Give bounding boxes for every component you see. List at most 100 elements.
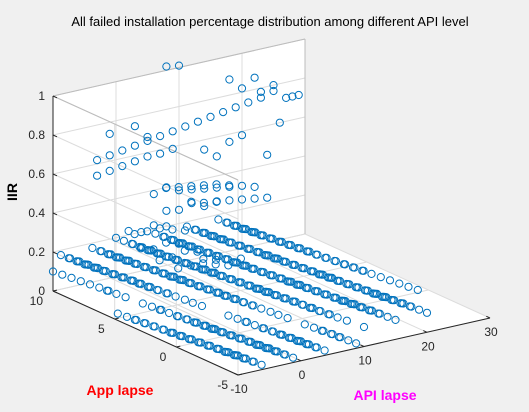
scatter-point <box>162 206 171 215</box>
scatter-point <box>125 256 134 265</box>
scatter-point <box>211 325 220 334</box>
scatter-point <box>241 354 250 363</box>
scatter-point <box>233 314 242 323</box>
scatter-point <box>143 132 152 142</box>
scatter-point <box>130 230 139 239</box>
scatter-point <box>399 299 408 308</box>
back-gridline-z <box>52 116 306 175</box>
scatter-point <box>101 267 110 276</box>
scatter-point <box>168 144 177 153</box>
scatter-point <box>174 239 183 248</box>
scatter-point <box>111 233 121 242</box>
back-gridline-z <box>52 194 306 253</box>
x-tick-label: 20 <box>421 339 435 353</box>
scatter-point <box>206 112 215 122</box>
scatter-point <box>413 285 422 295</box>
y-tick-mark <box>176 345 181 348</box>
scatter-point <box>281 350 290 359</box>
z-tick-label: 0.6 <box>28 167 45 181</box>
scatter-point <box>383 312 392 321</box>
scatter-point <box>289 353 298 362</box>
x-axis-label: API lapse <box>353 387 416 403</box>
scatter-point <box>352 339 361 348</box>
scatter-point <box>331 257 340 266</box>
scatter-point <box>390 296 399 305</box>
scatter-point <box>180 226 190 235</box>
scatter-point <box>225 181 234 190</box>
scatter-point <box>367 269 376 278</box>
scatter-point <box>367 306 376 315</box>
scatter-point <box>159 325 169 334</box>
scatter-point <box>225 196 234 205</box>
scatter-point <box>187 197 196 206</box>
scatter-point <box>407 302 416 311</box>
z-tick-label: 0.2 <box>28 245 45 259</box>
scatter-point <box>212 197 221 206</box>
scatter-point <box>328 330 337 339</box>
scatter-point <box>212 152 221 161</box>
scatter-point <box>269 86 278 96</box>
z-tick-mark <box>52 251 58 255</box>
scatter-point <box>199 259 208 268</box>
scatter-point <box>382 293 391 302</box>
scatter-point <box>242 225 251 234</box>
scatter-point <box>187 182 196 191</box>
scatter-point <box>206 341 215 350</box>
scatter-point <box>391 315 400 324</box>
scatter-point <box>85 280 95 289</box>
scatter-point <box>236 254 245 263</box>
z-axis-label: IIR <box>4 183 20 201</box>
scatter-point <box>286 241 296 250</box>
scatter-point <box>255 284 264 294</box>
scatter-point <box>224 311 233 320</box>
scatter-point <box>228 275 237 284</box>
scatter-point <box>174 264 183 273</box>
scatter-point <box>93 156 102 165</box>
scatter-point <box>105 151 114 160</box>
scatter-point <box>141 319 150 328</box>
scatter-point <box>242 261 251 270</box>
scatter-point <box>58 270 67 279</box>
scatter-point <box>165 308 174 318</box>
scatter-point <box>341 297 350 306</box>
scatter-point <box>228 331 237 340</box>
scatter-point <box>308 303 317 313</box>
scatter-point <box>219 108 228 117</box>
scatter-point <box>112 289 121 298</box>
scatter-point <box>415 305 424 314</box>
scatter-point <box>93 171 102 180</box>
scatter-point <box>305 247 314 256</box>
scatter-point <box>264 251 273 260</box>
scatter-point <box>350 263 359 272</box>
scatter-point <box>300 320 309 329</box>
scatter-point <box>122 312 132 321</box>
scatter-point <box>218 272 227 281</box>
scatter-point <box>342 316 351 325</box>
scatter-point <box>232 295 241 304</box>
scatter-point <box>170 272 179 281</box>
scatter-point <box>132 315 141 325</box>
scatter-point <box>199 198 208 207</box>
axes-panes <box>52 38 491 376</box>
scatter-point <box>259 324 269 333</box>
chart-title-text: All failed installation percentage distr… <box>71 14 468 29</box>
scatter-point <box>143 227 152 236</box>
scatter-point <box>162 62 171 71</box>
scatter-point <box>385 276 395 285</box>
scatter-point <box>48 267 58 276</box>
scatter-point <box>66 254 75 263</box>
scatter-point <box>129 276 138 285</box>
scatter-point <box>130 141 139 150</box>
scatter-point <box>281 257 290 266</box>
scatter-point <box>259 231 268 240</box>
scatter-point <box>186 261 195 270</box>
scatter-point <box>341 260 350 269</box>
scatter-point <box>296 244 305 253</box>
scatter-point <box>333 313 342 322</box>
y-tick-label: 0 <box>160 350 167 364</box>
z-tick-label: 0 <box>38 284 45 298</box>
scatter-point <box>304 340 313 349</box>
scatter-point <box>130 157 139 166</box>
